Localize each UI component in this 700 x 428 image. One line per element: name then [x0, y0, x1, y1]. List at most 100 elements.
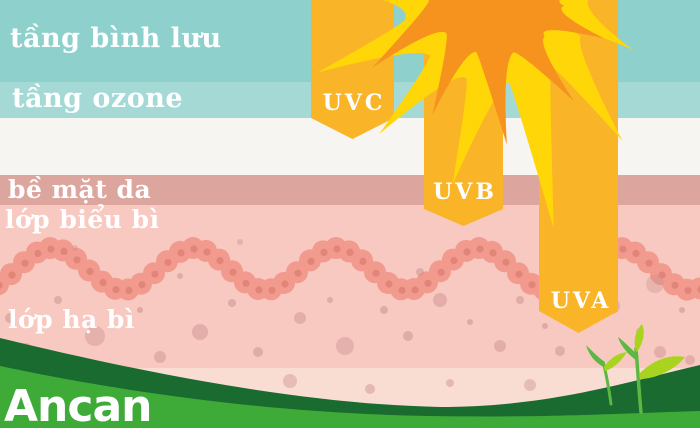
dermis-dot [54, 296, 62, 304]
dermis-dot [416, 268, 424, 276]
sprout-leaf [639, 356, 685, 379]
cell-nucleus [372, 269, 380, 277]
cell-nucleus [398, 286, 406, 294]
sprout-leaf [634, 324, 644, 352]
cell-nucleus [281, 280, 289, 288]
cell-nucleus [502, 258, 510, 266]
uvb-ray-label: UVB [433, 179, 497, 205]
dermis-dot [494, 340, 506, 352]
cell [689, 277, 700, 300]
cell-nucleus [73, 256, 81, 264]
cell-nucleus [619, 245, 627, 253]
ancan-logo: Ancan [4, 381, 152, 428]
sun-orange-core [372, 0, 605, 145]
cell-nucleus [697, 285, 700, 293]
cell-nucleus [216, 257, 224, 265]
cell-nucleus [359, 257, 367, 265]
dermis-dot [336, 337, 354, 355]
cell-nucleus [255, 286, 263, 294]
uvc-ray-label: UVC [322, 90, 386, 116]
cell-nucleus [684, 287, 692, 295]
dermis-dot [294, 312, 306, 324]
dermis-dot [679, 307, 685, 313]
sprout-leaf [618, 337, 638, 361]
cell-nucleus [99, 279, 107, 287]
dermis-dot [365, 384, 375, 394]
dermis-dot [327, 297, 333, 303]
cell-nucleus [476, 245, 484, 253]
epidermis-label: lớp biểu bì [5, 205, 160, 234]
dermis-dot [237, 239, 243, 245]
cell-nucleus [463, 248, 471, 256]
cell-nucleus [0, 281, 3, 289]
cell-nucleus [229, 268, 237, 276]
cell-nucleus [60, 247, 68, 255]
cell-nucleus [151, 270, 159, 278]
sprout-leaf [604, 352, 627, 371]
dermis-dot [555, 346, 565, 356]
dermis-dot [380, 306, 388, 314]
dermis-dot [253, 347, 263, 357]
cell-nucleus [658, 271, 666, 279]
cell-nucleus [242, 279, 250, 287]
dermis-dot [467, 319, 473, 325]
dermis-dot [646, 275, 664, 293]
cell-nucleus [307, 257, 315, 265]
footer-bright-green-wave [0, 366, 700, 428]
dermis-dot [228, 299, 236, 307]
dermis-dot [72, 245, 78, 251]
cell-nucleus [34, 249, 42, 258]
dermis-dot [433, 293, 447, 307]
cell-nucleus [528, 281, 536, 289]
dermis-dot [446, 379, 454, 387]
dermis-dot [177, 273, 183, 279]
cell-nucleus [112, 286, 120, 294]
ozone-label: tầng ozone [12, 83, 184, 114]
cell-nucleus [333, 245, 341, 253]
cell-nucleus [515, 270, 523, 278]
cell-nucleus [645, 259, 653, 267]
cell-nucleus [671, 281, 679, 289]
dermis-label: lớp hạ bì [8, 305, 135, 334]
epidermis-cell-wave [0, 237, 700, 301]
cell-nucleus [450, 257, 458, 265]
cell-nucleus [320, 248, 328, 256]
cell-nucleus [385, 280, 393, 288]
sprout-leaf [586, 345, 605, 367]
dermis-dot [192, 324, 208, 340]
cell-nucleus [177, 249, 185, 257]
cell-nucleus [411, 286, 419, 294]
dermis-dot [137, 307, 143, 313]
cell-nucleus [294, 269, 302, 277]
dermis-dot [85, 326, 105, 346]
cell-nucleus [138, 281, 146, 289]
sun-icon [317, 0, 633, 229]
cell-nucleus [437, 268, 445, 276]
dermis-dot [542, 323, 548, 329]
skin-surface-label: bề mặt da [8, 175, 152, 204]
cell-nucleus [632, 249, 640, 258]
cell-nucleus [489, 249, 497, 257]
uvc-ray-arrow [311, 0, 394, 139]
sprout-icon [586, 324, 685, 414]
cell-nucleus [190, 245, 198, 253]
cell-nucleus [346, 248, 354, 256]
cell-nucleus [424, 279, 432, 287]
cell-nucleus [21, 259, 29, 267]
dermis-dot [516, 296, 524, 304]
uva-ray-label: UVA [550, 288, 612, 314]
dermis-dot [403, 331, 413, 341]
sun-yellow-flames [317, 0, 633, 229]
cell-nucleus [203, 248, 211, 256]
cell-nucleus [8, 271, 16, 279]
cell-nucleus [86, 267, 94, 275]
dermis-dot [5, 313, 15, 323]
stratosphere-label: tầng bình lưu [10, 23, 222, 54]
dermis-dot [654, 346, 666, 358]
dermis-dot [154, 351, 166, 363]
footer-green-waves [0, 338, 700, 428]
cell-nucleus [268, 286, 276, 294]
dermis-dot [524, 379, 536, 391]
